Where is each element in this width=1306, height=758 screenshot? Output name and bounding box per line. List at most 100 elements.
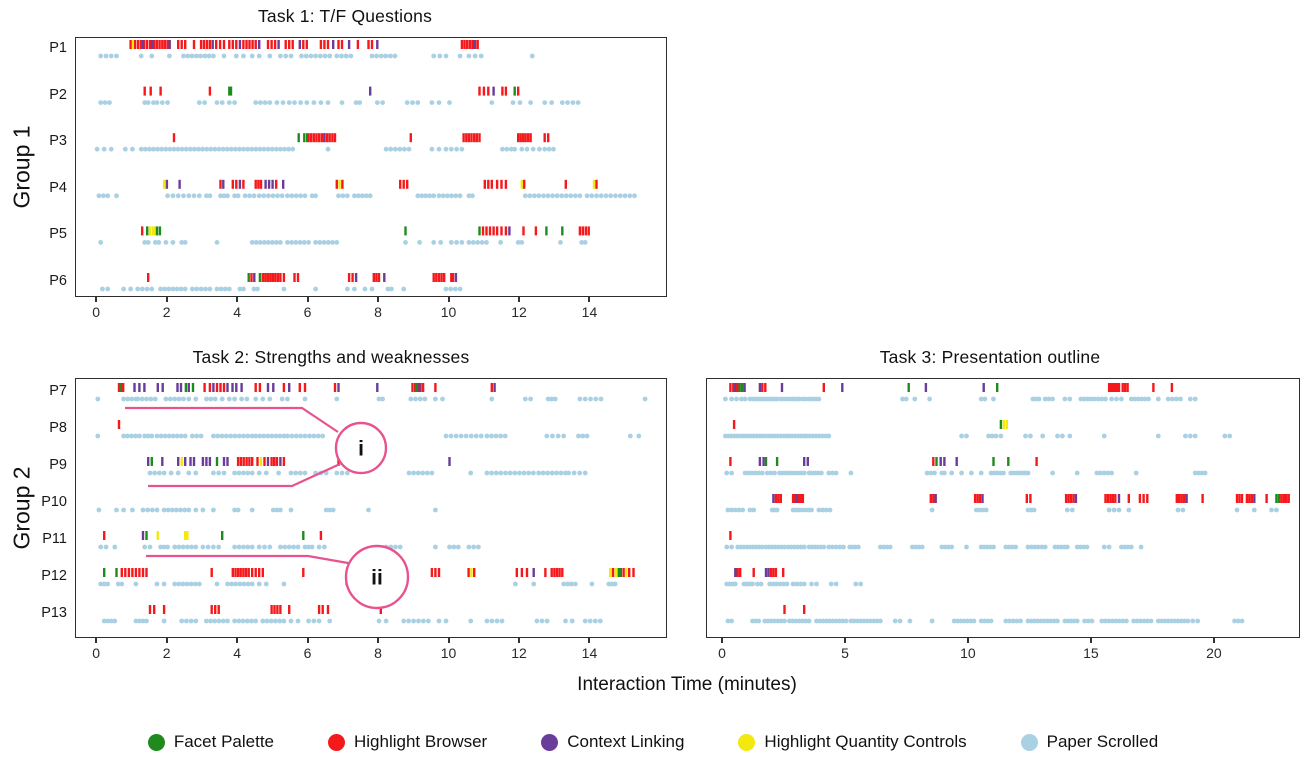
paper-scrolled-dot <box>249 240 255 245</box>
paper-scrolled-dot <box>747 507 753 513</box>
event-tick-H <box>1138 494 1142 503</box>
paper-scrolled-dot <box>454 146 459 152</box>
event-tick-H <box>488 226 492 236</box>
paper-scrolled-dot <box>101 618 107 624</box>
paper-scrolled-dot <box>537 146 542 152</box>
event-tick-H <box>367 40 370 49</box>
paper-scrolled-dot <box>344 581 350 587</box>
paper-scrolled-dot <box>498 433 503 439</box>
event-tick-Q <box>151 226 154 236</box>
paper-scrolled-dot <box>295 544 301 550</box>
paper-scrolled-dot <box>973 507 979 513</box>
event-tick-H <box>1250 494 1253 503</box>
x-tick-label: 15 <box>1083 645 1099 661</box>
paper-scrolled-dot <box>554 470 559 476</box>
event-tick-H <box>595 179 598 189</box>
paper-scrolled-dot <box>751 507 757 513</box>
row-label-p12: P12 <box>41 568 67 584</box>
paper-scrolled-dot <box>212 146 218 152</box>
paper-scrolled-dot <box>302 470 308 476</box>
paper-scrolled-dot <box>344 286 350 292</box>
x-tick-mark <box>447 638 450 643</box>
event-tick-F <box>258 273 262 282</box>
paper-scrolled-dot <box>189 286 195 292</box>
paper-scrolled-dot <box>1138 544 1144 550</box>
paper-scrolled-dot <box>249 507 255 513</box>
paper-scrolled-dot <box>189 544 194 550</box>
event-tick-C <box>298 40 301 49</box>
paper-scrolled-dot <box>582 396 588 402</box>
paper-scrolled-dot <box>344 193 350 199</box>
event-tick-H <box>321 605 324 614</box>
event-tick-H <box>148 40 152 49</box>
x-tick-mark <box>447 297 450 302</box>
paper-scrolled-dot <box>302 193 308 199</box>
paper-scrolled-dot <box>174 286 180 292</box>
event-tick-C <box>238 179 242 189</box>
event-tick-C <box>271 179 274 189</box>
paper-scrolled-dot <box>431 240 437 245</box>
paper-scrolled-dot <box>436 100 442 105</box>
paper-scrolled-dot <box>218 193 223 199</box>
paper-scrolled-dot <box>828 581 834 587</box>
event-tick-C <box>1185 494 1188 503</box>
paper-scrolled-dot <box>749 470 755 476</box>
paper-scrolled-dot <box>161 470 167 476</box>
paper-scrolled-dot <box>774 507 780 513</box>
paper-scrolled-dot <box>154 581 160 587</box>
event-tick-H <box>143 86 146 96</box>
paper-scrolled-dot <box>404 100 410 105</box>
paper-scrolled-dot <box>565 581 570 587</box>
event-tick-H <box>932 494 935 503</box>
paper-scrolled-dot <box>313 470 318 476</box>
paper-scrolled-dot <box>436 146 442 152</box>
paper-scrolled-dot <box>912 396 918 402</box>
event-tick-H <box>236 568 240 577</box>
event-tick-H <box>1183 494 1186 503</box>
paper-scrolled-dot <box>191 193 197 199</box>
paper-scrolled-dot <box>459 146 465 152</box>
x-tick-mark <box>588 297 591 302</box>
event-tick-C <box>780 383 784 392</box>
event-tick-H <box>370 40 374 49</box>
event-tick-H <box>245 457 248 466</box>
event-tick-H <box>1106 494 1110 503</box>
legend-item-paper-scrolled: Paper Scrolled <box>1020 732 1158 752</box>
paper-scrolled-dot <box>322 53 328 59</box>
paper-scrolled-dot <box>968 618 973 624</box>
paper-scrolled-dot <box>224 146 230 152</box>
event-tick-H <box>163 40 167 49</box>
paper-scrolled-dot <box>526 470 532 476</box>
paper-scrolled-dot <box>145 433 151 439</box>
paper-scrolled-dot <box>1029 544 1034 550</box>
paper-scrolled-dot <box>998 433 1004 439</box>
paper-scrolled-dot <box>571 470 577 476</box>
event-tick-C <box>1253 494 1256 503</box>
event-tick-H <box>254 179 257 189</box>
paper-scrolled-dot <box>542 146 548 152</box>
event-tick-C <box>264 179 267 189</box>
paper-scrolled-dot <box>221 53 227 59</box>
paper-scrolled-dot <box>582 470 588 476</box>
event-tick-C <box>734 568 737 577</box>
event-tick-H <box>256 457 259 466</box>
event-tick-H <box>377 273 381 282</box>
event-tick-H <box>264 273 267 282</box>
paper-scrolled-dot <box>736 507 742 513</box>
paper-scrolled-dot <box>383 146 389 152</box>
paper-scrolled-dot <box>955 618 960 624</box>
paper-scrolled-dot <box>298 433 303 439</box>
event-tick-F <box>935 457 938 466</box>
paper-scrolled-dot <box>580 433 586 439</box>
paper-scrolled-dot <box>636 433 642 439</box>
paper-scrolled-dot <box>1064 507 1070 513</box>
paper-scrolled-dot <box>453 433 459 439</box>
x-tick-label: 10 <box>440 304 457 320</box>
paper-scrolled-dot <box>627 433 633 439</box>
paper-scrolled-dot <box>188 581 194 587</box>
paper-scrolled-dot <box>105 618 111 624</box>
event-tick-H <box>465 40 469 49</box>
event-tick-H <box>769 568 773 577</box>
paper-scrolled-dot <box>397 146 403 152</box>
paper-scrolled-dot <box>1135 396 1141 402</box>
